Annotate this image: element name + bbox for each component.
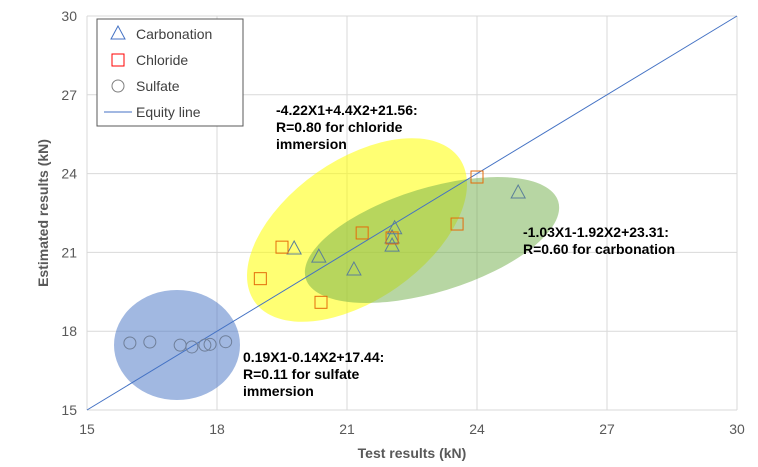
- legend-marker-sulfate: [111, 79, 125, 93]
- y-tick-label: 30: [61, 8, 77, 24]
- sulfate-ellipse: [114, 290, 240, 400]
- annotation-text: R=0.60 for carbonation: [523, 241, 675, 257]
- carbonation-point: [310, 248, 327, 263]
- x-axis-label: Test results (kN): [358, 445, 467, 461]
- carbonation-point: [384, 237, 400, 252]
- x-tick-label: 15: [79, 421, 95, 437]
- carbonation-point: [510, 183, 527, 199]
- legend-box: [96, 18, 244, 127]
- annotation-text: -4.22X1+4.4X2+21.56:: [276, 102, 418, 118]
- sulfate-point: [185, 340, 199, 354]
- chloride-point: [385, 231, 399, 245]
- sulfate-point: [198, 338, 212, 352]
- x-tick-label: 27: [599, 421, 615, 437]
- chloride-point: [470, 170, 484, 184]
- annotation-text: 0.19X1-0.14X2+17.44:: [243, 349, 384, 365]
- sulfate-point: [123, 336, 137, 350]
- annotation-text: immersion: [243, 383, 314, 399]
- annotation-text: immersion: [276, 136, 347, 152]
- annotation-text: R=0.11 for sulfate: [243, 366, 360, 382]
- x-tick-label: 18: [209, 421, 225, 437]
- legend-label: Chloride: [136, 52, 188, 68]
- carbonation-ellipse: [304, 177, 560, 303]
- sulfate-point: [143, 335, 157, 349]
- equity-line: [86, 15, 738, 411]
- y-tick-label: 27: [61, 87, 77, 103]
- legend-marker-chloride: [111, 53, 125, 67]
- sulfate-point: [219, 335, 233, 349]
- y-tick-label: 24: [61, 166, 77, 182]
- x-tick-label: 21: [339, 421, 355, 437]
- annotation-text: -1.03X1-1.92X2+23.31:: [523, 224, 669, 240]
- carbonation-point: [384, 228, 400, 244]
- x-tick-label: 24: [469, 421, 485, 437]
- y-tick-label: 18: [61, 323, 77, 339]
- chloride-point: [253, 272, 267, 286]
- legend-label: Carbonation: [136, 26, 212, 42]
- chloride-point: [450, 217, 464, 231]
- chloride-point: [275, 240, 289, 254]
- y-tick-label: 21: [61, 244, 77, 260]
- legend-label: Sulfate: [136, 78, 180, 94]
- annotation-text: R=0.80 for chloride: [276, 119, 403, 135]
- legend-marker-carbonation: [110, 24, 126, 40]
- chloride-point: [314, 295, 328, 309]
- chloride-point: [355, 226, 369, 240]
- x-tick-label: 30: [729, 421, 745, 437]
- sulfate-point: [203, 337, 217, 351]
- y-axis-label: Estimated results (kN): [35, 139, 51, 287]
- legend-label: Equity line: [136, 104, 201, 120]
- carbonation-point: [286, 239, 302, 255]
- carbonation-point: [346, 260, 362, 276]
- y-tick-label: 15: [61, 402, 77, 418]
